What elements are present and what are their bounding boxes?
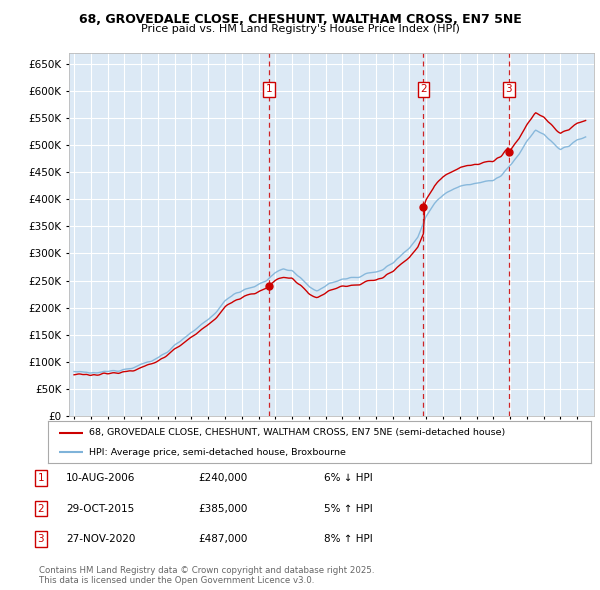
Text: 8% ↑ HPI: 8% ↑ HPI bbox=[324, 535, 373, 544]
Text: 68, GROVEDALE CLOSE, CHESHUNT, WALTHAM CROSS, EN7 5NE (semi-detached house): 68, GROVEDALE CLOSE, CHESHUNT, WALTHAM C… bbox=[89, 428, 505, 437]
Text: 10-AUG-2006: 10-AUG-2006 bbox=[66, 473, 136, 483]
Text: 2: 2 bbox=[420, 84, 427, 94]
Text: £240,000: £240,000 bbox=[198, 473, 247, 483]
Text: 3: 3 bbox=[37, 535, 44, 544]
Text: 1: 1 bbox=[37, 473, 44, 483]
Text: 6% ↓ HPI: 6% ↓ HPI bbox=[324, 473, 373, 483]
Text: Price paid vs. HM Land Registry's House Price Index (HPI): Price paid vs. HM Land Registry's House … bbox=[140, 24, 460, 34]
Text: 29-OCT-2015: 29-OCT-2015 bbox=[66, 504, 134, 513]
Text: 1: 1 bbox=[266, 84, 272, 94]
Text: 5% ↑ HPI: 5% ↑ HPI bbox=[324, 504, 373, 513]
Text: 2: 2 bbox=[37, 504, 44, 513]
Text: £487,000: £487,000 bbox=[198, 535, 247, 544]
Text: 68, GROVEDALE CLOSE, CHESHUNT, WALTHAM CROSS, EN7 5NE: 68, GROVEDALE CLOSE, CHESHUNT, WALTHAM C… bbox=[79, 13, 521, 26]
Text: £385,000: £385,000 bbox=[198, 504, 247, 513]
Text: Contains HM Land Registry data © Crown copyright and database right 2025.
This d: Contains HM Land Registry data © Crown c… bbox=[39, 566, 374, 585]
Text: HPI: Average price, semi-detached house, Broxbourne: HPI: Average price, semi-detached house,… bbox=[89, 448, 346, 457]
Text: 27-NOV-2020: 27-NOV-2020 bbox=[66, 535, 136, 544]
Text: 3: 3 bbox=[505, 84, 512, 94]
